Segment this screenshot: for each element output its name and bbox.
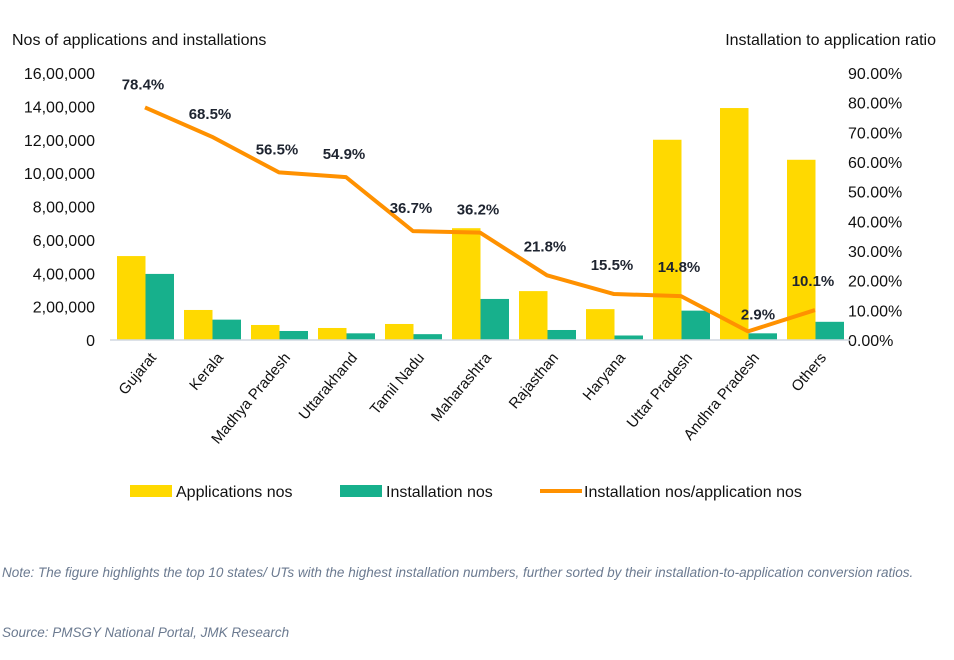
- ratio-data-label: 36.7%: [390, 200, 433, 217]
- category-label: Others: [788, 350, 830, 395]
- left-axis-title: Nos of applications and installations: [12, 32, 266, 49]
- right-tick-label: 70.00%: [848, 125, 902, 142]
- application-bar: [117, 256, 146, 340]
- application-bar: [184, 309, 213, 340]
- right-tick-label: 90.00%: [848, 66, 902, 83]
- installation-bar: [279, 330, 308, 340]
- right-tick-label: 20.00%: [848, 274, 902, 291]
- application-bar: [519, 291, 548, 340]
- ratio-data-label: 10.1%: [792, 273, 835, 290]
- installation-bar: [547, 329, 576, 340]
- chart: Nos of applications and installations In…: [12, 32, 936, 501]
- left-tick-label: 10,00,000: [24, 166, 95, 183]
- ratio-data-label: 36.2%: [457, 202, 500, 219]
- left-tick-label: 0: [86, 333, 95, 350]
- installation-bar: [815, 321, 844, 340]
- right-tick-label: 50.00%: [848, 185, 902, 202]
- ratio-data-label: 15.5%: [591, 257, 634, 274]
- category-label: Kerala: [186, 349, 227, 394]
- left-tick-label: 2,00,000: [33, 300, 95, 317]
- ratio-data-label: 14.8%: [658, 259, 701, 276]
- legend-swatch-applications: [130, 485, 172, 497]
- application-bar: [318, 327, 347, 340]
- category-label: Uttarakhand: [296, 350, 362, 424]
- right-tick-label: 40.00%: [848, 214, 902, 231]
- ratio-line: [144, 105, 816, 334]
- installation-bar: [614, 335, 643, 340]
- category-label: Gujarat: [115, 349, 160, 398]
- ratio-data-label: 68.5%: [189, 106, 232, 123]
- legend-label-ratio: Installation nos/application nos: [584, 484, 802, 501]
- category-label: Rajasthan: [506, 350, 562, 413]
- chart-note: Note: The figure highlights the top 10 s…: [2, 565, 914, 580]
- left-tick-label: 6,00,000: [33, 233, 95, 250]
- installation-bar: [212, 319, 241, 340]
- left-tick-label: 12,00,000: [24, 133, 95, 150]
- installation-bar: [748, 333, 777, 340]
- category-label: Haryana: [580, 349, 630, 404]
- installation-bar: [413, 334, 442, 340]
- right-tick-label: 30.00%: [848, 244, 902, 261]
- ratio-data-label: 78.4%: [122, 76, 165, 93]
- application-bar: [653, 139, 682, 340]
- left-tick-label: 14,00,000: [24, 99, 95, 116]
- legend-label-installations: Installation nos: [386, 484, 493, 501]
- legend-swatch-installations: [340, 485, 382, 497]
- category-label: Tamil Nadu: [367, 350, 428, 418]
- ratio-data-label: 2.9%: [741, 306, 775, 323]
- right-tick-label: 80.00%: [848, 96, 902, 113]
- application-bar: [385, 323, 414, 340]
- left-tick-label: 4,00,000: [33, 266, 95, 283]
- right-tick-label: 0.00%: [848, 333, 893, 350]
- ratio-data-label: 54.9%: [323, 146, 366, 163]
- ratio-data-label: 21.8%: [524, 238, 567, 255]
- category-label: Maharashtra: [428, 349, 496, 425]
- installation-bar: [480, 298, 509, 340]
- application-bar: [720, 108, 749, 340]
- application-bar: [586, 309, 615, 340]
- right-axis-title: Installation to application ratio: [725, 32, 936, 49]
- left-tick-label: 8,00,000: [33, 200, 95, 217]
- installation-bar: [681, 310, 710, 340]
- application-bar: [452, 228, 481, 340]
- category-label: Uttar Pradesh: [624, 350, 697, 432]
- installation-bar: [145, 273, 174, 340]
- chart-source: Source: PMSGY National Portal, JMK Resea…: [2, 625, 290, 640]
- installation-bar: [346, 333, 375, 340]
- legend-label-applications: Applications nos: [176, 484, 293, 501]
- application-bar: [251, 324, 280, 340]
- left-tick-label: 16,00,000: [24, 66, 95, 83]
- ratio-data-label: 56.5%: [256, 141, 299, 158]
- right-tick-label: 60.00%: [848, 155, 902, 172]
- right-tick-label: 10.00%: [848, 303, 902, 320]
